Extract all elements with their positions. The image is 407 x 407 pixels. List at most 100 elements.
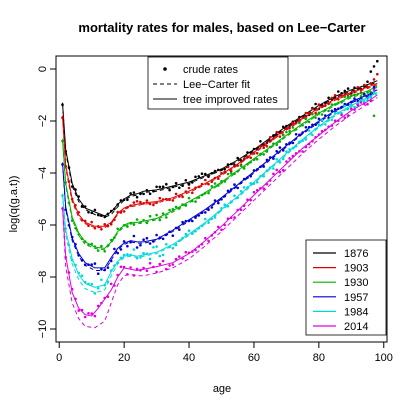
crude-point xyxy=(152,203,155,207)
crude-point xyxy=(294,133,298,136)
crude-point xyxy=(135,246,139,249)
plot-frame xyxy=(55,55,388,343)
crude-point xyxy=(145,269,149,273)
crude-point xyxy=(207,175,210,179)
crude-point xyxy=(317,123,321,126)
crude-point xyxy=(119,265,123,269)
crude-point xyxy=(233,216,236,219)
crude-point xyxy=(64,208,67,212)
crude-point xyxy=(311,107,314,111)
crude-point xyxy=(291,126,295,129)
crude-point xyxy=(194,186,197,189)
crude-point xyxy=(184,204,188,207)
crude-point xyxy=(275,143,279,146)
crude-point xyxy=(226,165,230,169)
crude-point xyxy=(67,166,71,169)
crude-point xyxy=(155,213,158,217)
crude-point xyxy=(171,246,175,250)
crude-point xyxy=(178,207,181,210)
crude-point xyxy=(281,125,285,129)
crude-point xyxy=(129,192,132,195)
crude-point xyxy=(314,123,317,126)
crude-point xyxy=(74,188,77,191)
crude-point xyxy=(207,191,210,195)
crude-point xyxy=(346,87,350,90)
series-2014 xyxy=(61,88,378,329)
crude-point xyxy=(301,123,304,127)
crude-point xyxy=(174,226,178,230)
crude-point xyxy=(327,119,330,122)
crude-point xyxy=(353,97,356,100)
series-legend-label: 2014 xyxy=(344,321,368,333)
crude-point xyxy=(155,185,158,189)
crude-point xyxy=(353,86,356,89)
crude-point xyxy=(155,245,158,248)
crude-point xyxy=(80,308,84,312)
crude-point xyxy=(217,184,220,187)
crude-point xyxy=(187,219,191,223)
crude-point xyxy=(275,158,279,161)
crude-point xyxy=(106,244,110,247)
crude-point xyxy=(142,238,145,241)
lee-carter-fit-1984 xyxy=(62,93,378,294)
crude-point xyxy=(165,233,168,237)
styles-legend-label: crude rates xyxy=(183,64,239,76)
crude-point xyxy=(80,274,84,278)
crude-point xyxy=(90,211,93,215)
crude-point xyxy=(119,248,123,251)
crude-point xyxy=(77,233,80,236)
crude-point xyxy=(178,195,181,198)
crude-point xyxy=(129,222,132,225)
crude-point xyxy=(139,243,142,247)
crude-point xyxy=(191,191,194,195)
crude-point xyxy=(356,86,360,89)
lee-carter-fit-2014 xyxy=(62,97,378,329)
crude-point xyxy=(213,176,217,180)
crude-point xyxy=(171,199,175,202)
crude-point xyxy=(181,195,184,199)
crude-point xyxy=(61,139,64,143)
crude-point xyxy=(285,124,288,128)
crude-point xyxy=(324,128,327,132)
crude-point xyxy=(178,186,181,190)
crude-point xyxy=(294,128,298,131)
crude-point xyxy=(327,96,330,100)
crude-point xyxy=(369,96,373,99)
tree-rates-1903 xyxy=(62,82,378,227)
crude-point xyxy=(132,274,136,277)
crude-point xyxy=(340,93,343,97)
crude-point xyxy=(126,273,129,276)
crude-point xyxy=(346,114,350,117)
crude-point xyxy=(181,220,184,224)
crude-point xyxy=(333,111,337,115)
crude-point xyxy=(103,296,106,300)
crude-point xyxy=(204,191,207,195)
crude-point xyxy=(132,234,136,238)
crude-point xyxy=(74,204,77,207)
crude-point xyxy=(145,221,149,225)
crude-point xyxy=(100,214,103,217)
crude-point xyxy=(122,210,126,213)
crude-point xyxy=(181,184,184,187)
crude-point xyxy=(327,109,330,113)
crude-point xyxy=(70,219,74,222)
chart-title: mortality rates for males, based on Lee−… xyxy=(78,20,365,35)
crude-point xyxy=(350,100,353,104)
series-legend-label: 1903 xyxy=(344,263,368,275)
crude-point xyxy=(275,130,279,134)
crude-point xyxy=(324,101,327,104)
crude-point xyxy=(229,200,233,203)
crude-point xyxy=(229,162,233,166)
crude-point xyxy=(288,141,291,145)
crude-point xyxy=(226,205,230,208)
crude-point xyxy=(213,182,217,185)
crude-point xyxy=(337,98,340,101)
crude-point xyxy=(294,121,298,125)
crude-point xyxy=(252,169,256,172)
crude-point xyxy=(161,253,165,257)
crude-point xyxy=(217,177,220,180)
crude-point xyxy=(268,179,272,182)
crude-point xyxy=(87,224,90,228)
crude-point xyxy=(265,158,269,162)
crude-point xyxy=(132,248,136,251)
